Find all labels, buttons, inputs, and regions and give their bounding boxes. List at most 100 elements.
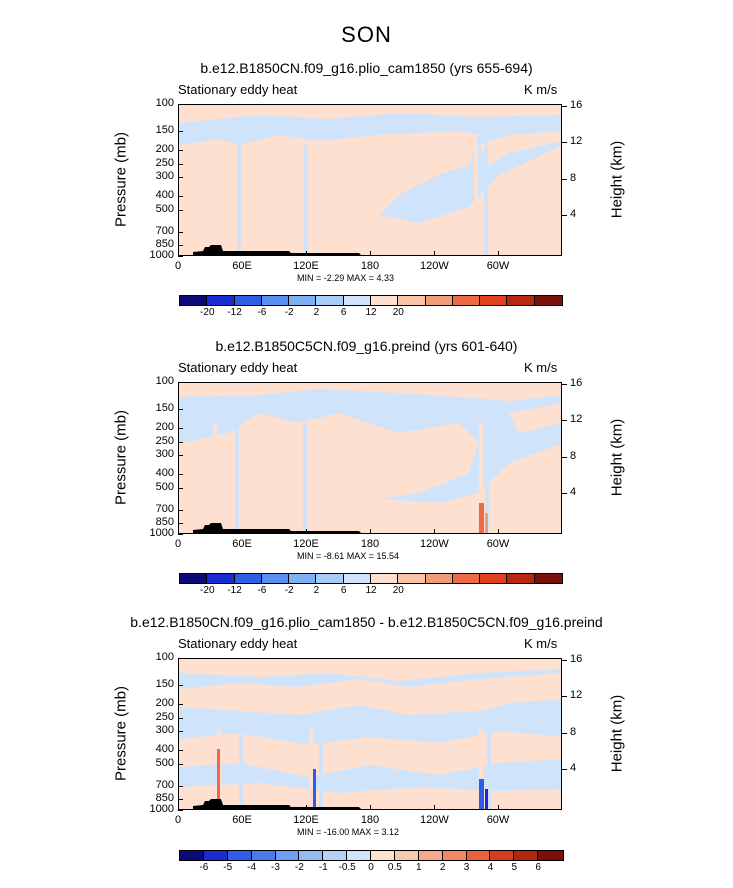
height-tick-mark [561, 384, 567, 385]
contour-field [179, 105, 561, 255]
height-tick-mark [561, 215, 567, 217]
x-tick-label: 0 [174, 814, 182, 826]
pressure-tick-label: 700 [155, 225, 174, 238]
colorbar-swatch [424, 295, 455, 306]
contour-streak [215, 145, 219, 255]
pressure-tick-mark [178, 764, 183, 766]
colorbar-label: -12 [227, 585, 242, 596]
contour-streak [479, 729, 483, 809]
x-tick-mark [434, 251, 435, 256]
colorbar-swatch [250, 850, 278, 861]
contour-streak [485, 423, 489, 533]
x-tick-label: 120W [420, 814, 449, 826]
positive-region [179, 673, 561, 715]
contour-streak [303, 423, 307, 533]
colorbar-label: -20 [200, 307, 215, 318]
pressure-tick-mark [178, 130, 183, 132]
height-tick-label: 8 [570, 449, 577, 462]
positive-region [509, 403, 561, 433]
strong-anomaly [479, 779, 484, 809]
panel-title: b.e12.B1850CN.f09_g16.plio_cam1850 - b.e… [130, 614, 603, 630]
x-tick-mark [306, 529, 307, 534]
pressure-tick-mark [178, 164, 183, 166]
colorbar-label: -5 [223, 862, 233, 873]
pressure-tick-label: 150 [155, 123, 174, 136]
contour-streak [237, 145, 241, 255]
min-max-label: MIN = -16.00 MAX = 3.12 [297, 827, 400, 837]
x-tick-mark [178, 251, 179, 256]
contour-streak [484, 145, 488, 255]
strong-anomaly [485, 513, 488, 533]
contour-field [179, 659, 561, 809]
colorbar-label: -3 [271, 862, 280, 873]
height-tick-mark [561, 178, 567, 180]
height-tick-mark [561, 732, 567, 734]
height-tick-mark [561, 456, 567, 458]
colorbar-label: 2 [439, 862, 446, 873]
colorbar-label: -12 [227, 307, 242, 318]
colorbar-swatch [206, 573, 237, 584]
positive-region [479, 131, 561, 165]
pressure-tick-label: 1000 [149, 527, 174, 539]
y-axis-label: Pressure (mb) [112, 131, 130, 228]
colorbar-label: 12 [365, 585, 377, 596]
contour-streak [319, 729, 323, 809]
y-axis-label: Pressure (mb) [112, 685, 130, 782]
pressure-tick-mark [178, 510, 183, 512]
x-tick-label: 0 [174, 538, 182, 550]
pressure-tick-label: 200 [155, 142, 174, 155]
pressure-tick-label: 400 [155, 188, 174, 201]
contour-streak [213, 423, 217, 533]
pressure-tick-mark [178, 382, 183, 383]
contour-field [179, 383, 561, 533]
pressure-tick-mark [178, 473, 183, 475]
colorbar-swatch [202, 850, 230, 861]
y-axis-label-right: Height (km) [608, 694, 626, 773]
x-tick-label: 180 [360, 538, 380, 550]
colorbar-label: -2 [294, 862, 304, 873]
pressure-tick-label: 250 [155, 157, 174, 170]
positive-region [179, 783, 561, 809]
colorbar-swatch [533, 295, 564, 306]
x-tick-mark [178, 805, 179, 810]
panel-variable-label: Stationary eddy heat [178, 82, 298, 97]
pressure-tick-label: 150 [155, 677, 174, 690]
colorbar-swatch [179, 573, 209, 584]
x-tick-label: 60W [486, 814, 510, 826]
height-tick-mark [561, 106, 567, 107]
colorbar-label: 5 [511, 862, 518, 873]
colorbar-label: -0.5 [338, 862, 356, 873]
positive-region [179, 659, 561, 681]
strong-anomaly [485, 789, 488, 809]
x-tick-label: 120E [293, 538, 319, 550]
pressure-tick-mark [178, 454, 183, 456]
pressure-tick-mark [178, 256, 183, 257]
x-tick-mark [434, 805, 435, 810]
colorbar-swatch [342, 573, 373, 584]
pressure-tick-label: 300 [155, 447, 174, 460]
colorbar-label: 6 [340, 307, 347, 318]
colorbar-label: 4 [487, 862, 494, 873]
colorbar-label: -4 [247, 862, 257, 873]
x-tick-label: 60W [486, 538, 510, 550]
contour-streak [235, 423, 239, 533]
pressure-tick-mark [178, 703, 183, 705]
colorbar-label: 6 [535, 862, 541, 873]
x-tick-mark [242, 251, 243, 256]
pressure-tick-label: 250 [155, 435, 174, 448]
x-tick-mark [434, 529, 435, 534]
height-tick-label: 8 [570, 725, 577, 738]
colorbar-swatch [315, 295, 346, 306]
x-tick-label: 180 [360, 814, 380, 826]
height-tick-mark [561, 696, 567, 698]
pressure-tick-label: 1000 [149, 803, 174, 815]
colorbar-swatch [506, 573, 537, 584]
pressure-tick-label: 250 [155, 711, 174, 724]
pressure-tick-label: 300 [155, 723, 174, 736]
contour-streak [487, 729, 491, 809]
x-tick-mark [498, 529, 499, 534]
positive-region [179, 413, 561, 533]
colorbar-label: 2 [313, 585, 320, 596]
pressure-tick-label: 400 [155, 742, 174, 755]
pressure-tick-mark [178, 149, 183, 151]
